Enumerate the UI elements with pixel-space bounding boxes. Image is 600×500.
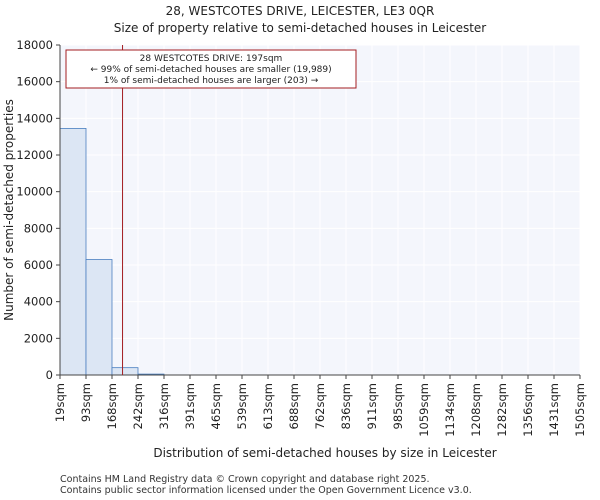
x-axis-title: Distribution of semi-detached houses by … — [153, 446, 496, 460]
x-tick-label: 168sqm — [105, 383, 119, 429]
y-tick-label: 16000 — [16, 75, 53, 89]
x-tick-label: 1282sqm — [495, 383, 509, 437]
x-tick-label: 836sqm — [339, 383, 353, 429]
bar — [111, 367, 139, 376]
bar — [59, 128, 87, 376]
y-tick-label: 8000 — [24, 221, 53, 235]
x-tick-label: 911sqm — [365, 383, 379, 429]
x-tick-label: 391sqm — [183, 383, 197, 429]
footer-line-1: Contains HM Land Registry data © Crown c… — [60, 474, 430, 485]
x-tick-label: 465sqm — [209, 383, 223, 429]
y-tick-label: 14000 — [16, 111, 53, 125]
x-tick-label: 762sqm — [313, 383, 327, 429]
annotation-line-3: 1% of semi-detached houses are larger (2… — [104, 76, 319, 86]
x-tick-label: 242sqm — [131, 383, 145, 429]
y-tick-label: 4000 — [24, 295, 53, 309]
x-tick-label: 19sqm — [53, 383, 67, 422]
bar — [85, 259, 113, 376]
x-tick-label: 688sqm — [287, 383, 301, 429]
x-tick-label: 1208sqm — [469, 383, 483, 437]
y-tick-label: 10000 — [16, 185, 53, 199]
y-tick-label: 12000 — [16, 148, 53, 162]
annotation-box — [65, 49, 357, 89]
x-tick-label: 985sqm — [391, 383, 405, 429]
annotation-line-2: ← 99% of semi-detached houses are smalle… — [90, 65, 331, 75]
footer-line-2: Contains public sector information licen… — [60, 485, 472, 496]
x-tick-label: 1059sqm — [417, 383, 431, 437]
x-tick-label: 316sqm — [157, 383, 171, 429]
x-tick-label: 93sqm — [79, 383, 93, 422]
chart-subtitle: Size of property relative to semi-detach… — [113, 21, 487, 35]
y-tick-label: 0 — [46, 368, 53, 382]
x-tick-label: 1356sqm — [521, 383, 535, 437]
x-tick-label: 613sqm — [261, 383, 275, 429]
chart-title: 28, WESTCOTES DRIVE, LEICESTER, LE3 0QR — [165, 4, 435, 18]
x-tick-label: 539sqm — [235, 383, 249, 429]
x-tick-label: 1431sqm — [547, 383, 561, 437]
y-tick-label: 18000 — [16, 38, 53, 52]
x-tick-label: 1134sqm — [443, 383, 457, 437]
y-axis-title: Number of semi-detached properties — [2, 99, 16, 321]
annotation-line-1: 28 WESTCOTES DRIVE: 197sqm — [140, 54, 283, 64]
y-tick-label: 6000 — [24, 258, 53, 272]
x-tick-label: 1505sqm — [573, 383, 587, 437]
y-tick-label: 2000 — [24, 331, 53, 345]
